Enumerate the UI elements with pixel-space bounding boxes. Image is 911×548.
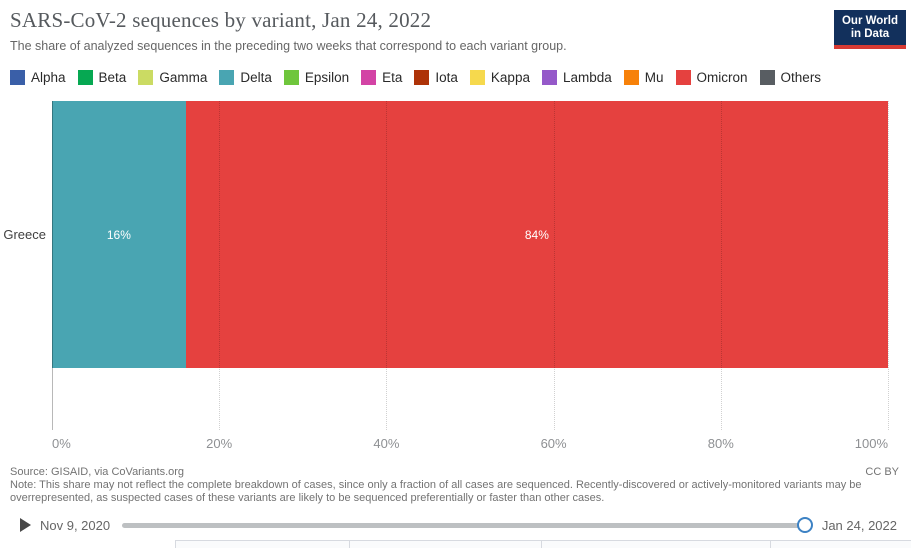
mu-swatch-icon	[623, 70, 639, 85]
gridline-40	[386, 101, 388, 430]
legend-label: Others	[780, 70, 822, 85]
table-column-border	[770, 541, 771, 548]
entity-label-greece: Greece	[3, 227, 46, 242]
legend-label: Iota	[435, 70, 458, 85]
y-axis-line	[52, 101, 53, 430]
legend-label: Gamma	[159, 70, 208, 85]
x-tick-label-100: 100%	[854, 436, 888, 451]
legend-label: Kappa	[490, 70, 530, 85]
legend: Alpha Beta Gamma Delta Epsilon Eta Iota Kappa La…	[10, 70, 821, 85]
x-tick-label-60: 60%	[540, 436, 567, 451]
owid-logo-line2: in Data	[850, 28, 890, 40]
legend-label: Lambda	[562, 70, 612, 85]
legend-item-omicron[interactable]: Omicron	[675, 70, 748, 85]
timeline-track[interactable]	[122, 517, 813, 533]
chart-subtitle: The share of analyzed sequences in the p…	[10, 39, 567, 53]
timeline-handle[interactable]	[796, 517, 813, 533]
others-swatch-icon	[759, 70, 775, 85]
legend-label: Delta	[240, 70, 272, 85]
bar-segment-delta[interactable]: 16%	[52, 101, 186, 368]
legend-label: Beta	[98, 70, 127, 85]
stacked-bar-greece: 16% 84%	[52, 101, 888, 368]
legend-item-alpha[interactable]: Alpha	[10, 70, 66, 85]
x-tick-label-20: 20%	[206, 436, 233, 451]
legend-item-beta[interactable]: Beta	[77, 70, 127, 85]
legend-item-gamma[interactable]: Gamma	[138, 70, 207, 85]
x-tick-label-40: 40%	[373, 436, 400, 451]
chart-title: SARS-CoV-2 sequences by variant, Jan 24,…	[10, 8, 432, 32]
license-link[interactable]: CC BY	[865, 466, 899, 478]
legend-item-eta[interactable]: Eta	[361, 70, 402, 85]
bar-segment-omicron[interactable]: 84%	[185, 101, 888, 368]
owid-logo[interactable]: Our World in Data	[834, 10, 906, 49]
x-tick-label-80: 80%	[707, 436, 734, 451]
legend-item-delta[interactable]: Delta	[219, 70, 272, 85]
legend-item-mu[interactable]: Mu	[623, 70, 664, 85]
delta-swatch-icon	[219, 70, 235, 85]
beta-swatch-icon	[77, 70, 93, 85]
epsilon-swatch-icon	[283, 70, 299, 85]
segment-value-label: 84%	[524, 227, 549, 242]
gridline-60	[553, 101, 555, 430]
table-column-border	[349, 541, 350, 548]
legend-item-others[interactable]: Others	[759, 70, 822, 85]
kappa-swatch-icon	[469, 70, 485, 85]
legend-label: Epsilon	[304, 70, 350, 85]
legend-label: Alpha	[31, 70, 66, 85]
x-tick-label-0: 0%	[52, 436, 71, 451]
note-text: Note: This share may not reflect the com…	[10, 479, 862, 505]
lambda-swatch-icon	[541, 70, 557, 85]
timeline-end-date[interactable]: Jan 24, 2022	[821, 517, 897, 533]
play-button[interactable]	[20, 518, 31, 532]
iota-swatch-icon	[414, 70, 430, 85]
legend-label: Omicron	[696, 70, 748, 85]
legend-item-epsilon[interactable]: Epsilon	[283, 70, 350, 85]
omicron-swatch-icon	[675, 70, 691, 85]
legend-item-iota[interactable]: Iota	[414, 70, 458, 85]
table-column-border	[175, 541, 176, 548]
gamma-swatch-icon	[138, 70, 154, 85]
gridline-100	[888, 101, 889, 430]
timeline-start-date[interactable]: Nov 9, 2020	[40, 517, 111, 533]
table-column-border	[541, 541, 542, 548]
eta-swatch-icon	[361, 70, 377, 85]
segment-value-label: 16%	[106, 227, 131, 242]
plot-area: 16% 84% 0% 20% 40% 60% 80% 100%	[52, 101, 889, 451]
legend-item-lambda[interactable]: Lambda	[541, 70, 612, 85]
gridline-80	[720, 101, 722, 430]
source-line: Source: GISAID, via CoVariants.org	[10, 466, 185, 478]
timeline: Nov 9, 2020 Jan 24, 2022	[0, 511, 911, 539]
alpha-swatch-icon	[10, 70, 25, 85]
owid-logo-line1: Our World	[841, 15, 898, 27]
legend-label: Mu	[644, 70, 664, 85]
gridline-20	[219, 101, 221, 430]
data-table-top-edge	[175, 540, 911, 548]
legend-label: Eta	[382, 70, 403, 85]
legend-item-kappa[interactable]: Kappa	[469, 70, 530, 85]
